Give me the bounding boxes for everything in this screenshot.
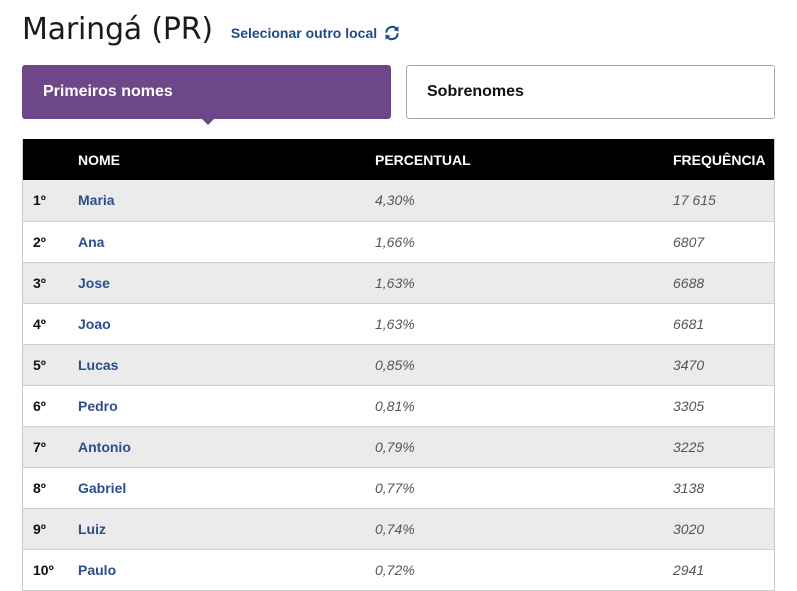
table-row: 4º Joao 1,63% 6681	[23, 303, 774, 344]
table-row: 6º Pedro 0,81% 3305	[23, 385, 774, 426]
percent-cell: 1,63%	[375, 274, 415, 291]
table-row: 1º Maria 4,30% 17 615	[23, 180, 774, 221]
rank-cell: 7º	[33, 438, 46, 455]
table-row: 8º Gabriel 0,77% 3138	[23, 467, 774, 508]
frequency-cell: 3138	[673, 479, 705, 496]
frequency-cell: 3470	[673, 356, 705, 373]
percent-cell: 4,30%	[375, 192, 415, 209]
select-other-location-label: Selecionar outro local	[230, 25, 378, 41]
column-header-percent: PERCENTUAL	[375, 151, 471, 168]
name-link[interactable]: Antonio	[78, 438, 131, 455]
tab-surnames[interactable]: Sobrenomes	[406, 65, 775, 119]
percent-cell: 0,85%	[375, 356, 415, 373]
rank-cell: 1º	[33, 192, 46, 209]
frequency-cell: 17 615	[673, 192, 716, 209]
rank-cell: 8º	[33, 479, 46, 496]
rank-cell: 9º	[33, 520, 46, 537]
tab-first-names[interactable]: Primeiros nomes	[22, 65, 391, 125]
rank-cell: 5º	[33, 356, 46, 373]
frequency-cell: 3305	[673, 397, 705, 414]
percent-cell: 0,77%	[375, 479, 415, 496]
table-row: 10º Paulo 0,72% 2941	[23, 549, 774, 590]
name-link[interactable]: Gabriel	[78, 479, 127, 496]
percent-cell: 0,74%	[375, 520, 415, 537]
name-link[interactable]: Luiz	[78, 520, 106, 537]
name-link[interactable]: Ana	[78, 233, 105, 250]
frequency-cell: 3020	[673, 520, 705, 537]
name-link[interactable]: Paulo	[78, 561, 117, 578]
table-header-row: NOME PERCENTUAL FREQUÊNCIA	[23, 139, 774, 180]
table-row: 2º Ana 1,66% 6807	[23, 221, 774, 262]
frequency-cell: 2941	[673, 561, 705, 578]
tab-surnames-label: Sobrenomes	[427, 83, 524, 100]
page-title: Maringá (PR)	[22, 12, 213, 47]
column-header-frequency: FREQUÊNCIA	[673, 151, 766, 168]
table-row: 7º Antonio 0,79% 3225	[23, 426, 774, 467]
name-link[interactable]: Joao	[78, 315, 111, 332]
frequency-cell: 3225	[673, 438, 705, 455]
percent-cell: 1,66%	[375, 233, 415, 250]
name-link[interactable]: Maria	[78, 192, 115, 209]
percent-cell: 0,72%	[375, 561, 415, 578]
rank-cell: 4º	[33, 315, 46, 332]
names-ranking-table: NOME PERCENTUAL FREQUÊNCIA 1º Maria 4,30…	[23, 139, 774, 591]
header: Maringá (PR) Selecionar outro local	[22, 8, 775, 52]
percent-cell: 0,79%	[375, 438, 415, 455]
names-ranking-table-container: NOME PERCENTUAL FREQUÊNCIA 1º Maria 4,30…	[22, 139, 775, 591]
name-link[interactable]: Pedro	[78, 397, 118, 414]
table-row: 5º Lucas 0,85% 3470	[23, 344, 774, 385]
name-type-tabs: Primeiros nomes Sobrenomes	[22, 65, 775, 125]
frequency-cell: 6807	[673, 233, 705, 250]
rank-cell: 10º	[33, 561, 54, 578]
percent-cell: 1,63%	[375, 315, 415, 332]
rank-cell: 3º	[33, 274, 46, 291]
refresh-icon	[383, 24, 401, 42]
frequency-cell: 6681	[673, 315, 705, 332]
rank-cell: 6º	[33, 397, 46, 414]
tab-first-names-label: Primeiros nomes	[43, 83, 173, 100]
rank-cell: 2º	[33, 233, 46, 250]
name-link[interactable]: Jose	[78, 274, 110, 291]
column-header-name: NOME	[78, 151, 120, 168]
frequency-cell: 6688	[673, 274, 705, 291]
select-other-location-link[interactable]: Selecionar outro local	[231, 24, 401, 42]
table-row: 3º Jose 1,63% 6688	[23, 262, 774, 303]
name-link[interactable]: Lucas	[78, 356, 119, 373]
table-row: 9º Luiz 0,74% 3020	[23, 508, 774, 549]
percent-cell: 0,81%	[375, 397, 415, 414]
column-header-rank	[23, 139, 78, 180]
